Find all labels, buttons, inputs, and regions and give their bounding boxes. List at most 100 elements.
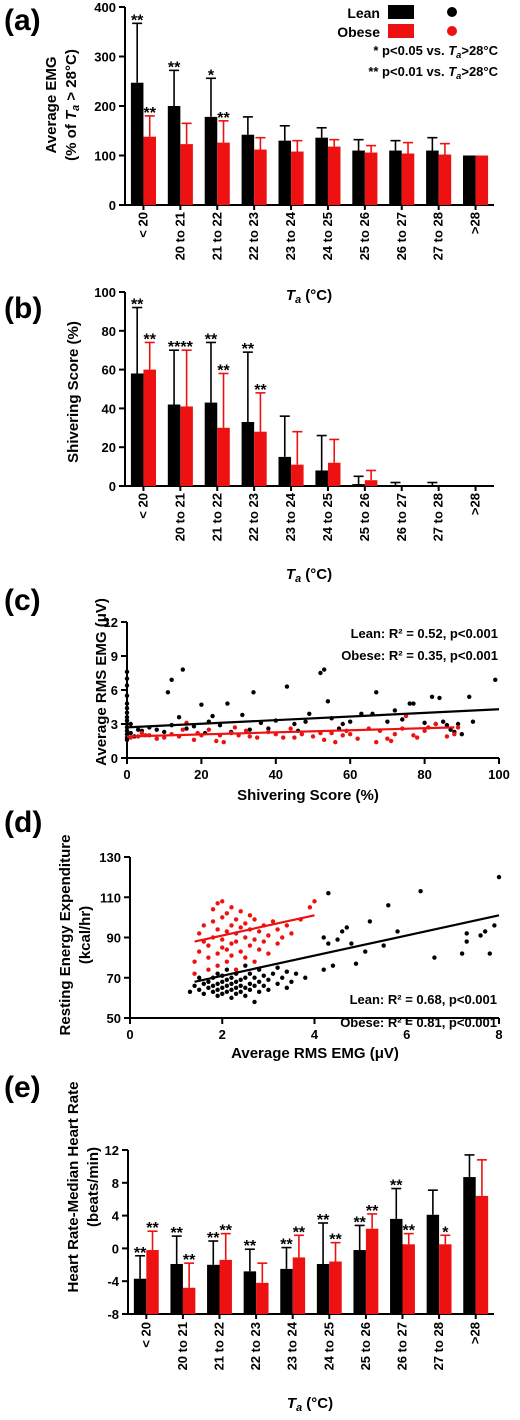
panel-e-significance: ** — [219, 1223, 232, 1240]
panel-e-significance: ** — [207, 1230, 220, 1247]
panel-d-point-lean — [224, 983, 230, 988]
panel-d-point-obese — [215, 951, 220, 956]
panel-d-xtick-label: 2 — [219, 1027, 226, 1042]
panel-b-bar-lean — [130, 373, 144, 486]
panel-d-point-obese — [206, 967, 211, 972]
panel-d-point-lean — [220, 985, 225, 991]
panel-b-xtick-label: 20 to 21 — [172, 493, 187, 541]
legend-obese-marker — [447, 26, 457, 36]
panel-b-significance: ** — [131, 297, 144, 314]
panel-c-point-obese — [214, 738, 219, 744]
panel-a-bar-obese — [180, 144, 193, 205]
panel-a-significance: ** — [217, 110, 230, 127]
panel-d-point-lean — [215, 971, 220, 976]
panel-d-point-lean — [196, 975, 202, 980]
panel-d-point-lean — [215, 987, 220, 993]
panel-d-point-lean — [256, 989, 262, 995]
panel-e-significance: ** — [293, 1224, 306, 1241]
panel-b-xlabel: Ta (°C) — [286, 566, 332, 585]
panel-b-ytick-label: 100 — [94, 285, 116, 300]
panel-b-bar-lean — [204, 402, 218, 486]
panel-e-bar-lean — [170, 1263, 183, 1314]
panel-b-xtick-label: < 20 — [135, 493, 150, 519]
panel-d-point-obese — [247, 913, 253, 918]
panel-a-ylabel-line1: Average EMG — [43, 57, 60, 154]
panel-d-point-lean — [187, 989, 193, 995]
panel-d-point-lean — [464, 939, 469, 944]
panel-c-ytick-label: 12 — [104, 615, 118, 630]
panel-e-xlabel: Ta (°C) — [287, 1395, 333, 1414]
panel-c-point-obese — [452, 732, 457, 737]
panel-c-point-lean — [135, 727, 141, 732]
panel-a-bar-lean — [426, 150, 439, 205]
panel-c-point-lean — [444, 722, 450, 728]
panel-c-point-obese — [388, 738, 394, 744]
panel-a-significance: ** — [143, 105, 156, 122]
panel-c-point-lean — [411, 701, 416, 706]
panel-d-point-obese — [233, 967, 239, 972]
panel-c-point-lean — [124, 705, 130, 711]
panel-a-bar-lean — [389, 150, 402, 205]
panel-a-bar-obese — [217, 142, 230, 205]
panel-a-bar-obese — [475, 155, 489, 205]
panel-d-point-lean — [367, 919, 373, 924]
panel-d-point-lean — [206, 979, 211, 984]
panel-c-point-obese — [433, 721, 438, 727]
panel-a-xtick-label: 25 to 26 — [357, 212, 372, 260]
panel-d-point-lean — [464, 931, 469, 936]
panel-d-point-lean — [210, 983, 216, 988]
panel-e-bar-obese — [292, 1257, 306, 1314]
panel-d-point-lean — [229, 981, 234, 986]
panel-b-ytick-label: 0 — [109, 479, 116, 494]
panel-b-bar-obese — [217, 427, 230, 486]
panel-a: (a) Average EMG (% of Ta > 28°C) Ta (°C)… — [4, 0, 499, 306]
panel-d-xlabel: Average RMS EMG (μV) — [231, 1045, 399, 1062]
panel-c-point-obese — [255, 735, 260, 740]
panel-d-point-lean — [275, 981, 280, 986]
panel-c-point-lean — [124, 676, 130, 681]
panel-d-point-lean — [349, 941, 354, 946]
panel-c-xlabel: Shivering Score (%) — [237, 787, 379, 804]
panel-c-point-lean — [441, 719, 446, 724]
panel-d-point-obese — [196, 931, 202, 936]
panel-c-ytick-label: 3 — [111, 717, 118, 732]
panel-d-point-lean — [243, 993, 248, 999]
panel-a-xtick-label: 22 to 23 — [246, 212, 261, 260]
panel-d-point-obese — [201, 923, 206, 928]
panel-a-bar-lean — [352, 150, 365, 205]
panel-c-point-lean — [266, 726, 271, 731]
panel-c-point-obese — [392, 732, 398, 737]
panel-d-ytick-label: 110 — [100, 890, 121, 905]
panel-c-point-lean — [247, 727, 252, 732]
panel-d-point-lean — [284, 969, 290, 974]
panel-c-point-lean — [124, 710, 130, 715]
panel-c-ytick-label: 6 — [111, 683, 118, 698]
panel-a-significance: * — [208, 67, 215, 84]
panel-e-ytick-label: -8 — [107, 1307, 119, 1322]
panel-d-point-obese — [247, 943, 253, 948]
panel-e-significance: ** — [280, 1237, 293, 1254]
panel-d-point-obese — [229, 941, 234, 946]
panel-e-ytick-label: 12 — [105, 1143, 119, 1158]
panel-c-point-lean — [128, 730, 133, 736]
panel-d-point-lean — [339, 929, 345, 934]
panel-d-point-lean — [192, 983, 197, 988]
panel-d-point-obese — [270, 919, 276, 924]
panel-c-point-lean — [124, 715, 130, 720]
panel-c-point-lean — [165, 690, 171, 695]
panel-b: (b) Shivering Score (%) Ta (°C) 0 20 40 60 8… — [4, 285, 494, 585]
panel-d-point-obese — [210, 907, 216, 912]
panel-a-bar-lean — [463, 155, 476, 205]
panel-e-bar-obese — [365, 1228, 379, 1314]
panel-e-ytick-label: 8 — [112, 1176, 119, 1191]
panel-a-ytick-label: 200 — [94, 99, 116, 114]
legend-sig-double: ** p<0.01 vs. Ta>28°C — [368, 64, 498, 81]
panel-b-ytick-label: 60 — [102, 363, 116, 378]
panel-d-point-lean — [224, 967, 230, 972]
panel-c-point-lean — [124, 669, 130, 675]
panel-b-bar-obese — [254, 431, 267, 486]
panel-c-point-lean — [124, 728, 130, 733]
panel-e-bar-obese — [146, 1250, 159, 1314]
panel-b-xtick-label: 27 to 28 — [431, 493, 446, 541]
panel-b-xtick-label: 22 to 23 — [246, 493, 261, 541]
